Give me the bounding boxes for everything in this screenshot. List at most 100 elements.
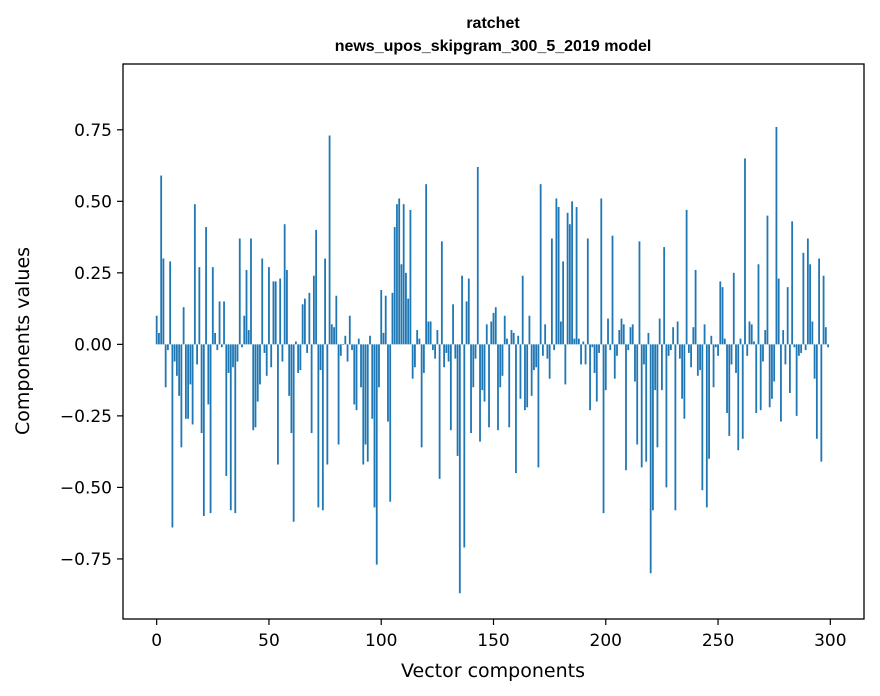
bar-266 [753,341,755,345]
bar-195 [593,344,596,373]
bar-42 [250,238,252,345]
bar-153 [499,344,502,388]
bar-155 [503,315,506,345]
bar-58 [286,269,288,345]
bar-213 [634,344,636,382]
bar-128 [443,344,445,368]
bar-68 [308,292,311,345]
bar-218 [645,344,648,462]
bar-240 [694,269,697,345]
bar-292 [811,321,814,345]
bar-290 [806,238,809,345]
bar-263 [746,344,749,356]
bar-157 [508,344,511,428]
bar-235 [683,344,686,419]
bar-244 [703,324,706,345]
bar-239 [692,327,695,345]
bar-54 [277,344,279,465]
bar-32 [227,344,230,373]
bar-269 [759,344,762,411]
bar-18 [196,344,198,365]
bar-238 [690,344,692,368]
bar-256 [730,344,733,365]
bar-52 [272,281,275,345]
bar-177 [553,344,556,351]
bar-251 [719,281,722,345]
bar-66 [303,298,306,345]
bar-74 [321,344,324,511]
chart-title: ratchet [466,15,520,32]
bar-296 [820,344,823,462]
bar-143 [476,166,479,345]
bar-268 [757,264,760,345]
bar-275 [773,344,776,382]
bar-255 [728,344,731,436]
bar-112 [407,298,410,345]
bar-90 [357,338,360,345]
y-tick-label: 0.00 [74,335,112,355]
bar-291 [809,264,812,345]
bar-246 [708,344,710,459]
bar-184 [568,224,571,345]
bar-180 [559,321,562,345]
bar-294 [815,344,818,439]
bar-64 [299,344,302,371]
bar-27 [216,344,219,351]
bar-220 [649,344,652,574]
bar-200 [604,344,607,391]
x-tick-label: 0 [151,631,162,651]
bar-93 [364,344,367,445]
bar-243 [701,344,704,491]
bar-120 [425,184,428,345]
bar-158 [510,330,513,345]
bar-247 [710,335,713,345]
bar-39 [243,315,246,345]
bar-106 [393,227,396,345]
bar-225 [661,344,663,391]
bar-72 [317,344,320,508]
bar-142 [474,344,477,359]
bar-202 [609,344,612,351]
bar-194 [591,344,594,348]
bar-71 [315,229,318,345]
bar-129 [445,344,448,353]
bar-137 [463,344,466,548]
bar-105 [391,292,394,345]
bar-248 [712,344,715,388]
bar-38 [241,344,243,348]
bar-126 [438,344,441,479]
bar-199 [602,344,605,514]
bar-257 [732,272,735,345]
bar-204 [613,344,616,379]
y-axis-label: Components values [12,247,34,435]
bar-12 [182,307,185,345]
bar-147 [485,324,488,345]
y-tick-label: 0.25 [74,264,112,284]
bar-166 [528,315,531,345]
bar-282 [789,344,791,393]
bar-168 [533,344,535,371]
bar-221 [652,344,654,511]
bar-224 [658,318,661,345]
bar-144 [479,344,481,442]
bar-119 [422,344,425,373]
bar-40 [245,269,248,345]
bar-3 [162,258,165,345]
bar-34 [232,344,234,368]
bar-109 [400,264,403,345]
bar-15 [189,344,192,385]
bar-37 [238,238,241,345]
bar-188 [577,338,580,345]
bar-276 [775,126,778,345]
bar-262 [744,158,746,345]
bar-183 [566,212,569,345]
bar-250 [717,344,719,356]
bar-258 [735,344,737,373]
bar-170 [537,344,540,468]
bar-173 [544,324,547,345]
bar-139 [467,278,470,345]
bar-285 [795,344,798,416]
bar-5 [167,344,169,351]
bar-8 [173,344,176,362]
bar-2 [160,175,163,345]
